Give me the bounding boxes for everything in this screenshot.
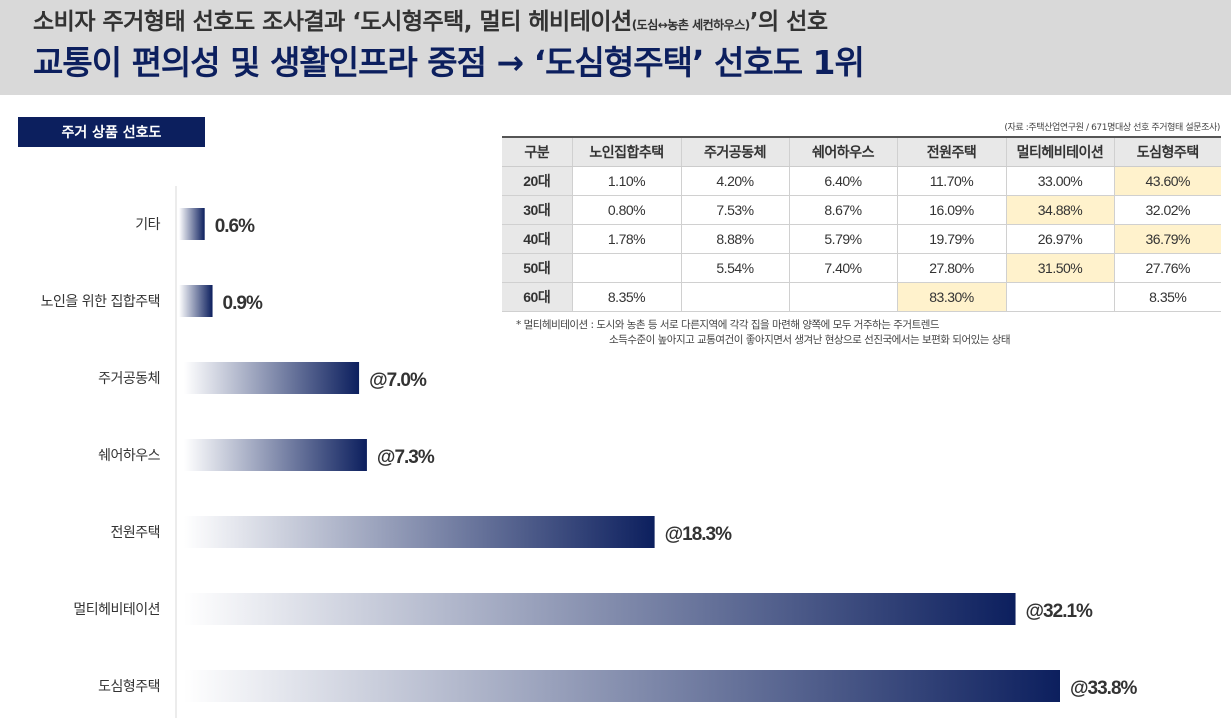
table-header-row: 구분 노인집합추택 주거공동체 쉐어하우스 전원주택 멀티헤비테이션 도심형주택 [502,136,1221,167]
table-cell: 5.79% [788,224,897,254]
bar [184,670,1060,702]
table-column-header: 도심형주택 [1113,136,1221,167]
table-cell: 4.20% [680,166,789,196]
row-header-cell: 30대 [502,195,572,225]
preference-bar-chart: 기타 0.6% 노인을 위한 집합주택 0.9% 주거공동체 @7.0% 쉐어하우스 @7.3… [41,186,1139,718]
footnote-line-1: * 멀티헤비테이션 : 도시와 농촌 등 서로 다른지역에 각각 집을 마련해 … [516,319,940,331]
value-label: @18.3% [665,524,733,545]
table-column-header: 노인집합추택 [571,136,681,167]
table-row: 40대 1.78% 8.88% 5.79% 19.79% 26.97% 36.79% [502,224,1221,254]
category-label: 멀티헤비테이션 [73,602,160,618]
table-cell [680,282,789,312]
table-cell: 7.40% [788,253,897,283]
value-label: @33.8% [1070,678,1138,699]
footnote: * 멀티헤비테이션 : 도시와 농촌 등 서로 다른지역에 각각 집을 마련해 … [516,318,1011,348]
category-label: 주거공동체 [98,371,160,387]
table-cell: 26.97% [1005,224,1114,254]
page-header: 소비자 주거형태 선호도 조사결과 ‘도시형주택, 멀티 헤비테이션(도심↔농촌… [0,0,1231,95]
table-column-header: 주거공동체 [680,136,789,167]
table-column-header: 전원주택 [896,136,1006,167]
value-label: @7.0% [369,370,427,391]
value-label: @7.3% [377,447,435,468]
table-cell: 33.00% [1005,166,1114,196]
category-label: 쉐어하우스 [98,448,161,464]
table-cell: 0.80% [571,195,681,225]
header-subtitle-main: 소비자 주거형태 선호도 조사결과 ‘도시형주택, 멀티 헤비테이션 [33,9,632,35]
table-cell: 1.78% [571,224,681,254]
table-cell: 11.70% [896,166,1006,196]
row-header-cell: 20대 [502,166,572,196]
category-label: 노인을 위한 집합주택 [41,294,160,310]
table-cell: 6.40% [788,166,897,196]
footnote-line-2: 소득수준이 높아지고 교통여건이 좋아지면서 생겨난 현상으로 선진국에서는 보… [609,334,1011,346]
row-header-cell: 60대 [502,282,572,312]
bar [184,439,367,471]
row-header-cell: 40대 [502,224,572,254]
table-cell: 8.67% [788,195,897,225]
bar [184,593,1016,625]
table-cell: 8.88% [680,224,789,254]
table-cell: 83.30% [896,282,1006,312]
category-label: 도심형주택 [98,679,160,695]
bar [179,285,213,317]
table-cell: 36.79% [1113,224,1221,254]
header-subtitle-small: (도심↔농촌 세컨하우스) [631,18,751,32]
bar [179,208,205,240]
table-cell: 8.35% [571,282,681,312]
table-cell: 7.53% [680,195,789,225]
value-label: @32.1% [1026,601,1094,622]
header-subtitle: 소비자 주거형태 선호도 조사결과 ‘도시형주택, 멀티 헤비테이션(도심↔농촌… [33,2,828,36]
table-cell: 31.50% [1005,253,1114,283]
table-corner-header: 구분 [502,136,572,167]
source-note: (자료 :주택산업연구원 / 671명대상 선호 주거형태 설문조사) [1004,123,1220,133]
bar [184,516,655,548]
category-label: 기타 [135,217,160,233]
table-column-header: 멀티헤비테이션 [1005,136,1114,167]
table-cell: 5.54% [680,253,789,283]
table-cell: 32.02% [1113,195,1221,225]
table-cell: 27.80% [896,253,1006,283]
table-cell: 8.35% [1113,282,1221,312]
table-cell [571,253,681,283]
header-subtitle-end: ’의 선호 [749,9,828,35]
table-cell: 43.60% [1113,166,1221,196]
row-header-cell: 50대 [502,253,572,283]
table-row: 20대 1.10% 4.20% 6.40% 11.70% 33.00% 43.60% [502,166,1221,196]
table-row: 30대 0.80% 7.53% 8.67% 16.09% 34.88% 32.02% [502,195,1221,225]
header-title: 교통이 편의성 및 생활인프라 중점 → ‘도심형주택’ 선호도 1위 [33,43,865,82]
bar [184,362,360,394]
table-row: 60대 8.35% 83.30% 8.35% [502,282,1221,312]
section-title-badge: 주거 상품 선호도 [18,117,205,147]
table-row: 50대 5.54% 7.40% 27.80% 31.50% 27.76% [502,253,1221,283]
age-preference-table: 구분 노인집합추택 주거공동체 쉐어하우스 전원주택 멀티헤비테이션 도심형주택 20대 1.… [502,136,1221,312]
table-cell: 19.79% [896,224,1006,254]
category-label: 전원주택 [110,525,160,541]
value-label: 0.9% [223,293,263,314]
table-column-header: 쉐어하우스 [788,136,897,167]
table-cell: 16.09% [896,195,1006,225]
table-cell: 27.76% [1113,253,1221,283]
table-cell: 1.10% [571,166,681,196]
value-label: 0.6% [215,216,255,237]
table-cell: 34.88% [1005,195,1114,225]
table-cell [788,282,897,312]
table-cell [1005,282,1114,312]
